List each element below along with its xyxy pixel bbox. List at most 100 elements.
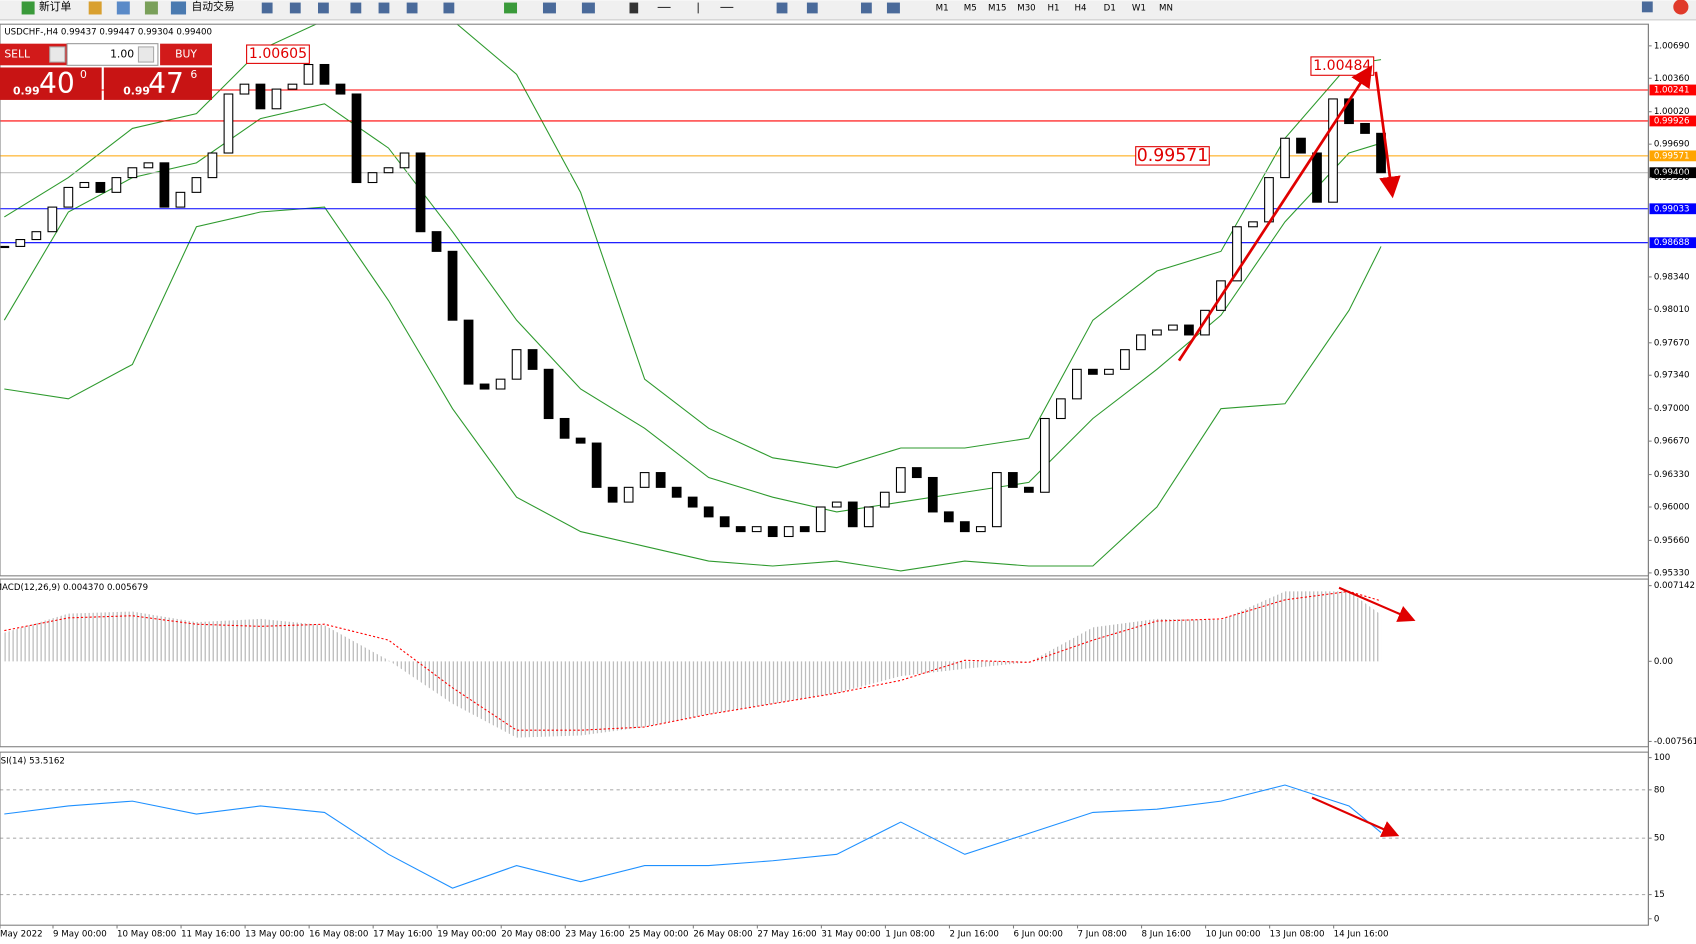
x-tick-label: 1 Jun 08:00: [885, 929, 934, 939]
candle: [335, 83, 346, 95]
buy-label[interactable]: BUY: [175, 47, 197, 60]
icon[interactable]: [720, 6, 734, 8]
x-tick-label: 14 Jun 16:00: [1334, 929, 1389, 939]
candle: [495, 378, 506, 390]
arrow: [1177, 65, 1373, 362]
icon[interactable]: [443, 2, 455, 14]
candle: [1168, 324, 1178, 331]
price-level-label: 1.00241: [1654, 85, 1690, 95]
price-annotation-box: [1135, 146, 1210, 166]
icon[interactable]: [886, 2, 900, 14]
candle: [255, 83, 266, 110]
period-button[interactable]: M1: [936, 3, 949, 13]
lots-up[interactable]: [137, 46, 155, 63]
arrow: [1338, 586, 1416, 622]
x-tick-label: 17 May 16:00: [373, 929, 432, 939]
toolbar-button[interactable]: 新订单: [39, 0, 72, 13]
icon[interactable]: [657, 6, 671, 8]
candle: [1296, 137, 1306, 154]
y-tick-label: 80: [1654, 785, 1665, 795]
y-tick-label: 1.00690: [1654, 41, 1690, 51]
candle: [447, 250, 458, 321]
candle: [511, 349, 522, 380]
candle: [1136, 334, 1146, 351]
alert-icon[interactable]: [1673, 0, 1689, 15]
search-icon[interactable]: [1641, 1, 1653, 13]
buy-button[interactable]: [160, 43, 212, 66]
y-tick-label: 1.00020: [1654, 107, 1690, 117]
candle: [383, 167, 394, 174]
candle: [895, 467, 906, 493]
period-button[interactable]: M15: [988, 3, 1006, 13]
candle: [1312, 152, 1322, 203]
bid-box[interactable]: [0, 67, 102, 100]
icon[interactable]: [542, 2, 556, 14]
ask-big: 0.99: [123, 84, 150, 97]
period-button[interactable]: D1: [1104, 3, 1116, 13]
y-tick-label: 0.95660: [1654, 536, 1690, 546]
candle: [527, 349, 538, 370]
x-tick-label: 8 Jun 16:00: [1142, 929, 1191, 939]
price-level-box: [1649, 203, 1696, 215]
y-tick-label: 0.98340: [1654, 272, 1690, 282]
period-button[interactable]: H4: [1075, 3, 1087, 13]
y-tick-label: 0.98010: [1654, 305, 1690, 315]
y-tick-label: 15: [1654, 890, 1665, 900]
candle: [655, 472, 666, 488]
toolbar-button[interactable]: 自动交易: [191, 0, 234, 13]
candle: [143, 162, 154, 169]
lots-value[interactable]: 1.00: [110, 47, 134, 60]
icon[interactable]: [350, 2, 362, 14]
icon[interactable]: [261, 2, 273, 14]
candle: [1120, 349, 1130, 370]
x-tick-label: 13 May 00:00: [245, 929, 304, 939]
icon[interactable]: [378, 2, 390, 14]
price-annotation: 1.00484: [1313, 58, 1371, 74]
period-button[interactable]: MN: [1159, 3, 1173, 13]
auto-trade-icon[interactable]: [170, 1, 187, 15]
lots-down[interactable]: [49, 46, 66, 63]
candle: [431, 231, 442, 252]
x-tick-label: 6 Jun 00:00: [1013, 929, 1062, 939]
axes: 1.002410.999260.995710.994000.990330.986…: [0, 23, 1696, 939]
candle: [271, 88, 282, 110]
candle: [31, 231, 42, 241]
icon[interactable]: [776, 2, 788, 14]
period-button[interactable]: M30: [1017, 3, 1035, 13]
candle: [719, 516, 730, 528]
candle: [911, 467, 922, 479]
icon[interactable]: [581, 2, 595, 14]
candle: [863, 506, 874, 528]
icon[interactable]: [860, 2, 872, 14]
candle: [815, 506, 826, 533]
icon[interactable]: [289, 2, 301, 14]
price-level-box: [1649, 115, 1696, 127]
icon[interactable]: [406, 2, 418, 14]
price-annotation: 0.99571: [1137, 146, 1209, 166]
ask-box[interactable]: [103, 67, 212, 100]
candle: [95, 181, 106, 193]
icon[interactable]: [629, 2, 639, 14]
sell-label[interactable]: SELL: [4, 47, 30, 60]
period-button[interactable]: W1: [1132, 3, 1146, 13]
candle: [623, 486, 634, 503]
x-tick-label: 7 Jun 08:00: [1078, 929, 1127, 939]
period-button[interactable]: M5: [964, 3, 977, 13]
lots-input[interactable]: [66, 43, 159, 66]
candle: [239, 83, 250, 95]
icon[interactable]: [318, 2, 329, 14]
icon[interactable]: [504, 2, 518, 14]
icon[interactable]: [144, 1, 158, 15]
x-tick-label: 19 May 00:00: [437, 929, 496, 939]
new-order-icon[interactable]: [21, 1, 35, 15]
icon[interactable]: [116, 1, 130, 15]
candle: [1232, 226, 1242, 282]
period-button[interactable]: H1: [1048, 3, 1060, 13]
candle: [703, 506, 714, 518]
icon[interactable]: [697, 2, 699, 14]
icon[interactable]: [88, 1, 102, 15]
icon[interactable]: [806, 2, 818, 14]
candle: [591, 442, 602, 488]
price-level-box: [1649, 84, 1696, 96]
candle: [1184, 324, 1194, 336]
